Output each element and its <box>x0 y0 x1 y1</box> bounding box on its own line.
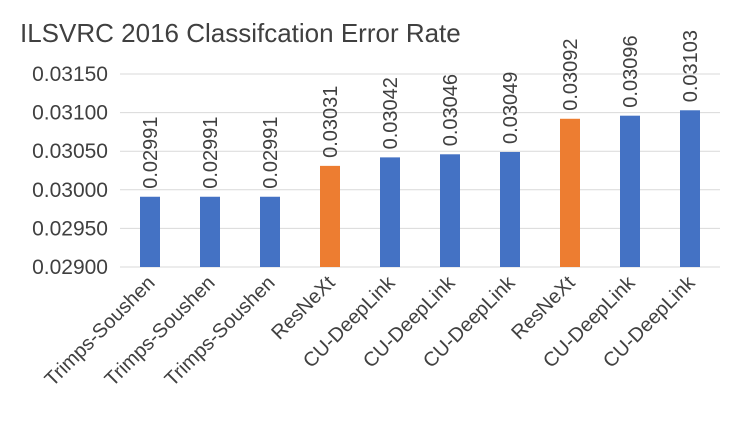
y-tick-label: 0.03100 <box>32 102 108 125</box>
bar <box>200 196 220 267</box>
bar <box>320 165 340 267</box>
y-tick-label: 0.02900 <box>32 256 108 279</box>
y-tick-label: 0.03000 <box>32 179 108 202</box>
data-label: 0.02991 <box>140 116 162 188</box>
bar <box>500 151 520 267</box>
bar <box>260 196 280 267</box>
y-axis-ticks: 0.02900 0.02950 0.03000 0.03050 0.03100 0.031… <box>32 63 108 279</box>
data-label: 0.03042 <box>380 77 402 149</box>
y-tick-label: 0.03150 <box>32 63 108 86</box>
data-label: 0.03096 <box>620 35 642 107</box>
bar <box>440 154 460 267</box>
y-tick-label: 0.03050 <box>32 140 108 163</box>
data-labels: 0.02991 0.02991 0.02991 0.03031 0.03042 0.030… <box>140 30 702 189</box>
x-tick-label: Trimps-Soushen <box>161 272 280 391</box>
bar <box>380 157 400 267</box>
bars <box>140 110 700 267</box>
y-tick-label: 0.02950 <box>32 217 108 240</box>
bar <box>620 115 640 267</box>
data-label: 0.02991 <box>200 116 222 188</box>
bar <box>680 110 700 267</box>
data-label: 0.03103 <box>680 30 702 102</box>
data-label: 0.03092 <box>560 38 582 110</box>
chart-title: ILSVRC 2016 Classifcation Error Rate <box>20 18 461 48</box>
bar <box>560 118 580 267</box>
bar <box>140 196 160 267</box>
x-tick-label: Trimps-Soushen <box>41 272 160 391</box>
data-label: 0.03049 <box>500 72 522 144</box>
x-axis-ticks: Trimps-SoushenTrimps-SoushenTrimps-Soush… <box>41 271 700 390</box>
data-label: 0.03031 <box>320 86 342 158</box>
data-label: 0.02991 <box>260 116 282 188</box>
data-label: 0.03046 <box>440 74 462 146</box>
x-tick-label: Trimps-Soushen <box>101 272 220 391</box>
